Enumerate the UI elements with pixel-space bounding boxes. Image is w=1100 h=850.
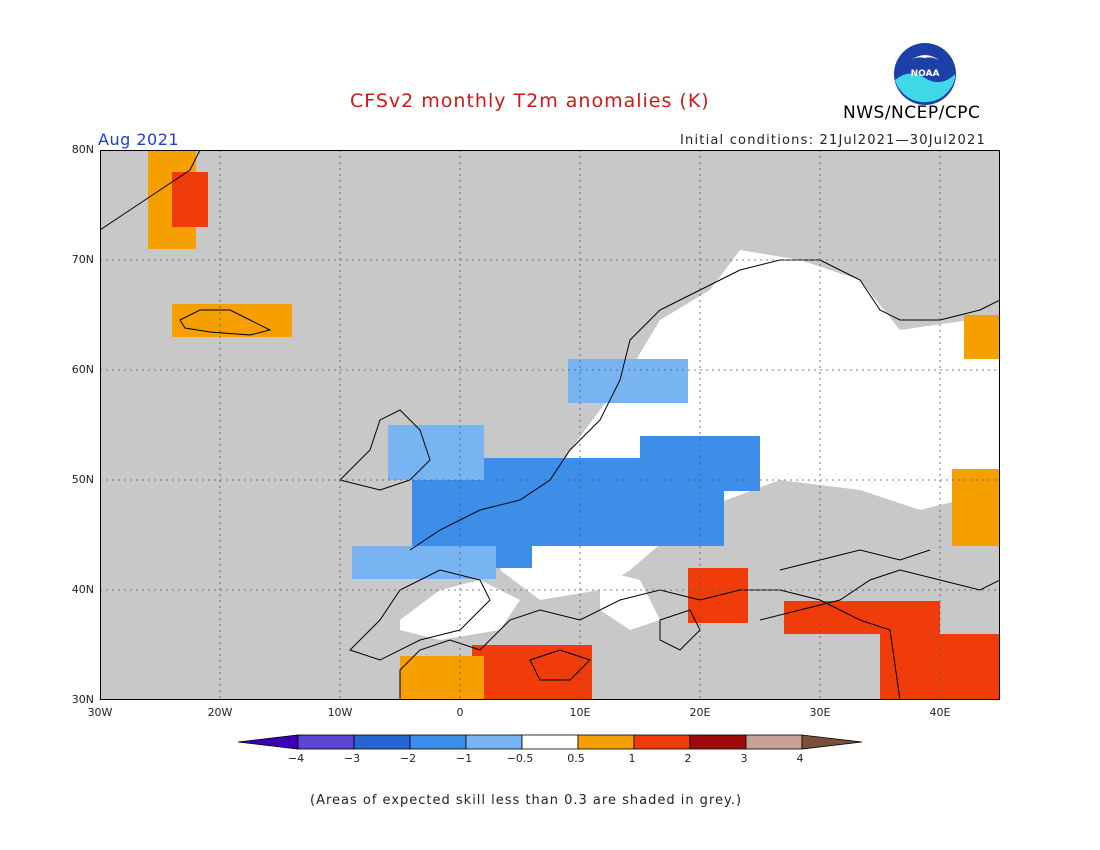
noaa-logo: NOAA [894,43,956,105]
region-north-africa-warm [400,656,484,700]
colorbar-cell [577,734,635,750]
anomaly-regions [148,150,1000,700]
lat-label-50n: 50N [71,473,94,486]
colorbar-cell [745,734,803,750]
lon-label-40e: 40E [929,706,951,719]
colorbar-label-m1: −1 [455,752,473,765]
colorbar-cell-min-triangle [238,734,299,750]
lon-label-20w: 20W [207,706,233,719]
colorbar-cell [633,734,691,750]
lon-label-30w: 30W [87,706,113,719]
lat-label-80n: 80N [71,143,94,156]
coastlines [100,150,1000,700]
region-scandinavia-south-cool [568,359,688,403]
lat-label-30n: 30N [71,693,94,706]
colorbar-label-3: 3 [740,752,748,765]
colorbar-cell [521,734,579,750]
anomaly-map [100,150,1000,700]
colorbar-label-m05: −0.5 [506,752,534,765]
colorbar-cell [353,734,411,750]
colorbar-label-4: 4 [796,752,804,765]
forecast-month: Aug 2021 [98,130,180,149]
colorbar-cell [297,734,355,750]
lat-label-70n: 70N [71,253,94,266]
lat-label-60n: 60N [71,363,94,376]
region-russia-northeast-warm [964,315,1000,359]
colorbar [238,734,862,750]
lon-label-30e: 30E [809,706,831,719]
lon-label-20e: 20E [689,706,711,719]
chart-title: CFSv2 monthly T2m anomalies (K) [350,90,710,112]
region-iberia-north-cool [352,546,496,579]
colorbar-cell [689,734,747,750]
colorbar-cell-max-triangle [801,734,862,750]
lon-label-10w: 10W [327,706,353,719]
colorbar-label-m3: −3 [343,752,361,765]
region-urals-warm [952,469,1000,546]
colorbar-label-05: 0.5 [567,752,585,765]
agency-label: NWS/NCEP/CPC [843,103,981,123]
lon-label-10e: 10E [569,706,591,719]
colorbar-label-2: 2 [684,752,692,765]
graticule [100,150,1000,700]
colorbar-cell [465,734,523,750]
colorbar-label-m4: −4 [287,752,305,765]
initial-conditions: Initial conditions: 21Jul2021—30Jul2021 [680,133,986,148]
colorbar-cell [409,734,467,750]
lon-label-0: 0 [456,706,464,719]
lat-label-40n: 40N [71,583,94,596]
region-north-africa-hot [472,645,592,700]
colorbar-label-m2: −2 [399,752,417,765]
region-iceland-warm [172,304,292,337]
region-greenland-hot [172,172,208,227]
colorbar-label-1: 1 [628,752,636,765]
region-turkey-hot [784,601,940,634]
logo-text: NOAA [911,69,940,79]
region-uk-cool [388,425,484,480]
skill-footnote: (Areas of expected skill less than 0.3 a… [310,793,743,808]
